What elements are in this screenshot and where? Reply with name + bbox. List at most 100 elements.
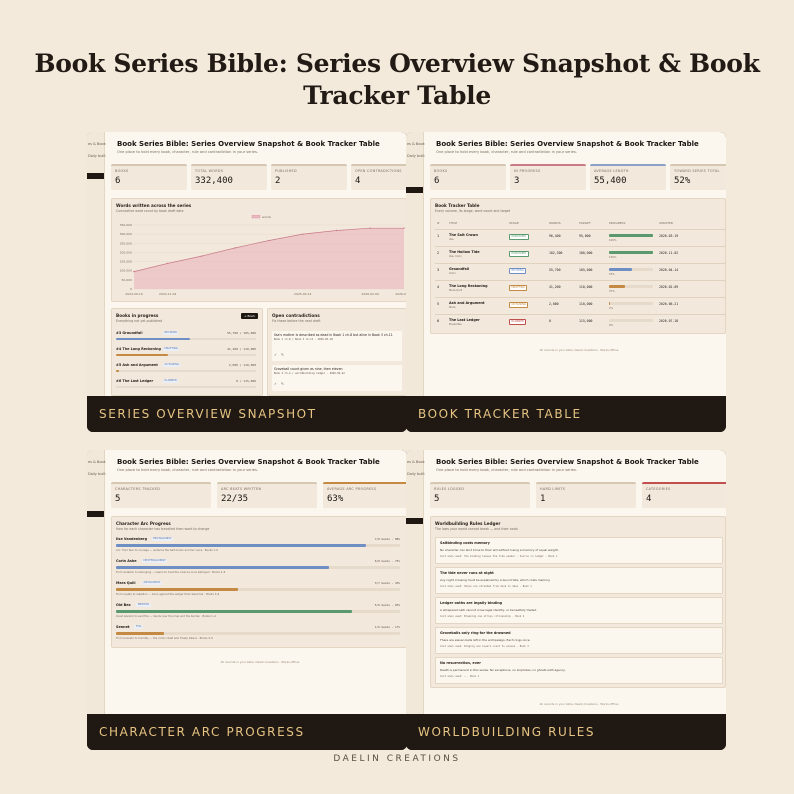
column-header[interactable]: Updated: [659, 221, 674, 225]
stat-published: Published 2: [271, 164, 347, 190]
table-row[interactable]: 1 The Salt Crown Ilsa PUBLISHED 96,400 95,000…: [431, 229, 726, 246]
edit-icon[interactable]: ✎: [281, 382, 284, 386]
status-badge: PLANNED: [163, 379, 179, 383]
rule-cost: Cost when used: Breaking one strips citi…: [440, 615, 525, 618]
add-book-button[interactable]: + Book: [241, 313, 258, 319]
column-header[interactable]: Target: [579, 221, 591, 225]
resolve-check-icon[interactable]: ✓: [274, 353, 277, 357]
stat-books: Books 6: [111, 164, 187, 190]
app-title: Book Series Bible: Series Overview Snaps…: [117, 458, 380, 466]
word-count: 2,000 / 110,000: [228, 363, 256, 367]
table-row[interactable]: 6 The Last Ledger Ensemble PLANNED 0 115,000 0…: [431, 314, 726, 331]
rule-card[interactable]: No resurrection, ever Death is permanent …: [435, 657, 723, 684]
character-name: Mara Quill: [116, 581, 136, 585]
arc-progress-bar-fill: [116, 588, 239, 591]
table-row[interactable]: 5 Ash and Argument Mara OUTLINING 2,000 110,0…: [431, 297, 726, 314]
rule-cost: Cost when used: Ringing one lowers count…: [440, 645, 529, 648]
updated-date: 2026-03-19: [659, 234, 679, 238]
rule-description: A whispered oath cannot cross legal iden…: [440, 608, 538, 612]
rule-title: Saltbinding costs memory: [440, 541, 490, 545]
contradiction-item[interactable]: Groveball count given as nine, then elev…: [272, 365, 402, 391]
arc-row[interactable]: Sennet FOIL 1/6 beats · 17% From bravado to…: [116, 625, 404, 645]
book-tracker-table: Book Tracker Table Every volume, its sta…: [430, 198, 726, 334]
column-header[interactable]: Title: [449, 221, 458, 225]
book-title: The Long Reckoning: [449, 284, 488, 288]
arc-progress-bar: [116, 566, 400, 569]
arc-progress-bar: [116, 632, 400, 635]
progress-bar: [609, 285, 653, 288]
y-tick-label: 200,000: [120, 250, 132, 254]
rule-description: Any night crossing must be explained by …: [440, 578, 551, 582]
rule-card[interactable]: Ledger oaths are legally binding A whispe…: [435, 597, 723, 624]
area-chart: 350,000 300,000 250,000 200,000 150,000 100,0…: [120, 215, 407, 296]
arc-note: Quiet wisdom to sacrifice — hands over t…: [116, 615, 216, 618]
status-badge: OUTLINING: [163, 363, 181, 367]
book-name: #4 The Long Reckoning: [116, 347, 161, 351]
data-point: [369, 227, 371, 229]
rule-card[interactable]: Saltbinding costs memory No character can…: [435, 537, 723, 564]
updated-date: 2026-06-21: [659, 302, 679, 306]
progress-bar-fill: [116, 338, 191, 340]
sidebar-item-active[interactable]: [87, 173, 104, 179]
progress-bar: [609, 251, 653, 254]
contradiction-item[interactable]: Ilsa's mother is described as dead in Bo…: [272, 331, 402, 361]
panel-title: Worldbuilding Rules Ledger: [435, 521, 501, 526]
data-point: [302, 233, 304, 235]
arc-progress-bar-fill: [116, 610, 352, 613]
status-badge: REVISING: [163, 331, 179, 335]
progress-bar: [116, 338, 256, 340]
table-row[interactable]: 3 Groundfall Corin REVISING 55,700 105,000 53%…: [431, 263, 726, 280]
column-header[interactable]: #: [437, 221, 440, 225]
table-row[interactable]: 4 The Long Reckoning Mara Quill DRAFTING 41,…: [431, 280, 726, 297]
book-number: 1: [437, 234, 440, 238]
arc-note: Arc: from fear to courage — reclaims the…: [116, 549, 219, 552]
stat-categories: Categories 4: [642, 482, 726, 508]
progress-bar-fill: [609, 234, 653, 237]
rule-card[interactable]: Groveballs only ring for the drowned Ther…: [435, 627, 723, 654]
footer-text: All records in your bible. Daelin Creati…: [539, 702, 619, 706]
book-pov: Corin: [449, 272, 456, 275]
arc-row[interactable]: Ilse Vandenberg PROTAGONIST 7/8 beats · 88…: [116, 537, 404, 557]
panel-subtitle: How far each character has travelled fro…: [116, 527, 210, 531]
word-count: 0: [549, 319, 551, 323]
arc-row[interactable]: Old Bex MENTOR 5/6 beats · 83% Quiet wisdom…: [116, 603, 404, 623]
arc-row[interactable]: Corin Ashe DEUTERAGONIST 6/8 beats · 75% Fr…: [116, 559, 404, 579]
sidebar-label: es & Book: [407, 142, 425, 146]
progress-bar-fill: [116, 354, 168, 356]
panel-subtitle: The laws your world cannot break — and t…: [435, 527, 518, 531]
sidebar-item-active[interactable]: [406, 187, 423, 193]
progress-bar: [116, 386, 256, 388]
progress-row[interactable]: #3 Groundfall REVISING 55,700 / 105,000: [116, 331, 260, 345]
progress-row[interactable]: #6 The Last Ledger PLANNED 0 / 115,000: [116, 379, 260, 393]
sidebar: es & Book Daily built: [87, 132, 106, 396]
book-number: 5: [437, 302, 440, 306]
column-header[interactable]: Stage: [509, 221, 519, 225]
panel-title: Open contradictions: [272, 313, 320, 318]
area-fill: [134, 228, 404, 289]
rule-description: Death is permanent in this series. No ex…: [440, 668, 566, 672]
panel-subtitle: Fix these before the next draft: [272, 319, 321, 323]
brand-name: DAELIN CREATIONS: [333, 754, 461, 764]
arc-row[interactable]: Mara Quill ANTAGONIST 3/7 beats · 43% From …: [116, 581, 404, 601]
book-title: The Last Ledger: [449, 318, 480, 322]
arc-beats: 5/6 beats · 83%: [374, 603, 400, 607]
column-header[interactable]: Progress: [609, 221, 626, 225]
updated-date: 2026-07-18: [659, 319, 679, 323]
book-title: The Salt Crown: [449, 233, 478, 237]
role-badge: FOIL: [134, 625, 144, 629]
sidebar-item-active[interactable]: [406, 518, 423, 524]
sidebar-item-active[interactable]: [87, 511, 104, 517]
rule-card[interactable]: The tide never runs at night Any night cr…: [435, 567, 723, 594]
table-row[interactable]: 2 The Hollow Tide Ilsa, Corin PUBLISHED 102,…: [431, 246, 726, 263]
progress-bar: [609, 319, 653, 322]
word-count: 55,700 / 105,000: [227, 331, 256, 335]
progress-row[interactable]: #4 The Long Reckoning DRAFTING 41,200 / 11…: [116, 347, 260, 361]
edit-icon[interactable]: ✎: [281, 353, 284, 357]
sidebar-label: Daily built: [88, 154, 106, 158]
footer-text: All records in your bible. Daelin Creati…: [539, 348, 619, 352]
column-header[interactable]: Words: [549, 221, 561, 225]
resolve-check-icon[interactable]: ✓: [274, 382, 277, 386]
sidebar-label: Daily built: [88, 472, 106, 476]
progress-row[interactable]: #5 Ash and Argument OUTLINING 2,000 / 110,…: [116, 363, 260, 377]
x-tick-label: 2024-11-02: [159, 292, 177, 296]
